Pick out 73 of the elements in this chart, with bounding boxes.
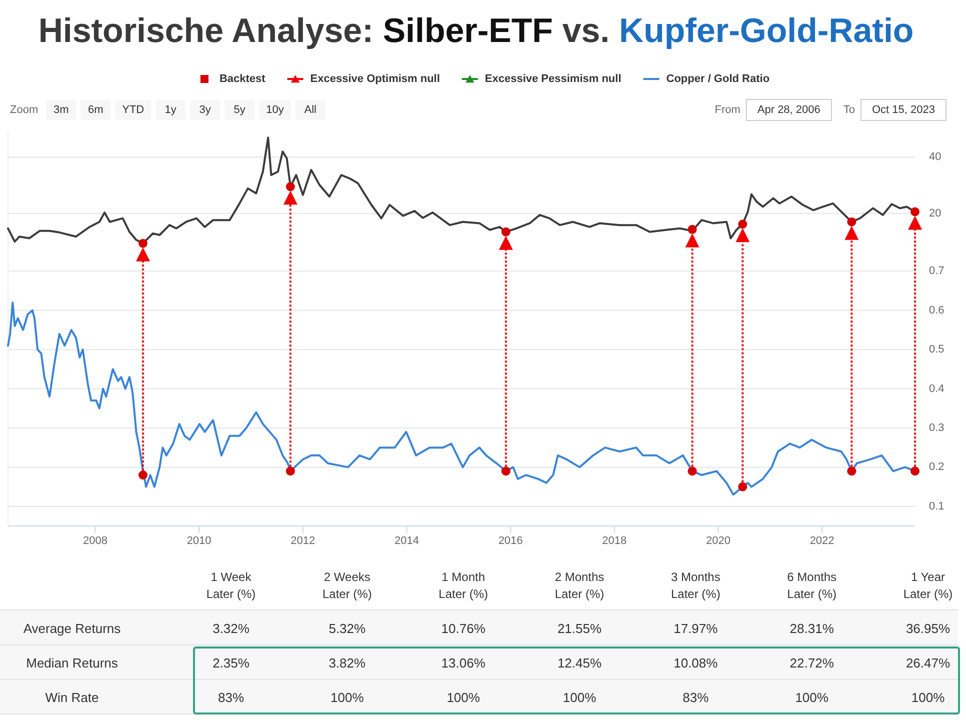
category-label: 5y	[234, 104, 246, 116]
text: Oct 15, 2023	[872, 104, 936, 116]
category-label: 2 Months Later (%)	[554, 570, 604, 601]
text: 2.35%	[212, 655, 250, 670]
text: 100%	[446, 690, 480, 705]
point	[847, 217, 856, 226]
y2-tick-label: 0.7	[929, 265, 944, 278]
x-tick-label: 2014	[394, 535, 419, 547]
legend-label: Excessive Pessimism null	[484, 73, 622, 85]
x-tick-label: 2016	[498, 535, 523, 547]
text: 36.95%	[906, 620, 950, 636]
category-label: Win Rate	[45, 690, 99, 705]
y2-tick-label: 0.2	[929, 461, 944, 474]
text: 26.47%	[906, 655, 950, 670]
text: 13.06%	[441, 655, 486, 670]
x-tick-label: 2018	[602, 535, 627, 547]
x-tick-label: 2012	[290, 535, 316, 547]
legend-label: Backtest	[219, 73, 266, 85]
category-label: 3m	[53, 104, 69, 116]
category-label: 2 Weeks Later (%)	[322, 570, 372, 601]
text: 28.31%	[790, 620, 834, 636]
x-tick-label: 2022	[810, 535, 834, 547]
x-tick-label: 2020	[706, 535, 730, 547]
y2-tick-label: 0.4	[929, 382, 944, 395]
y-tick-label: 40	[929, 151, 942, 164]
category-label: 1 Week Later (%)	[206, 570, 256, 601]
point	[501, 227, 510, 236]
category-label: All	[304, 104, 316, 116]
text: Apr 28, 2006	[757, 104, 820, 116]
category-label: 1 Month Later (%)	[438, 570, 488, 601]
text: 10.08%	[674, 655, 718, 670]
text: 100%	[330, 690, 364, 705]
text: 100%	[562, 690, 596, 705]
point	[138, 238, 148, 248]
category-label: YTD	[122, 104, 144, 116]
legend-label: Excessive Optimism null	[310, 73, 440, 85]
category-label: 10y	[266, 104, 284, 116]
category-label: 3 Months Later (%)	[670, 570, 720, 601]
point	[738, 220, 748, 229]
text: 5.32%	[328, 620, 366, 636]
category-label: 1y	[164, 104, 177, 116]
y2-tick-label: 0.6	[929, 304, 944, 316]
text: 12.45%	[557, 655, 602, 670]
text: 21.55%	[557, 620, 602, 636]
y2-tick-label: 0.3	[929, 422, 944, 434]
legend-label: Copper / Gold Ratio	[666, 73, 770, 85]
text: 100%	[795, 690, 828, 705]
text: 3.32%	[212, 620, 250, 636]
text: 3.82%	[328, 655, 366, 670]
x-tick-label: 2010	[186, 535, 212, 547]
category-label: Median Returns	[26, 655, 118, 670]
category-label: 6m	[88, 104, 104, 116]
point	[286, 182, 295, 192]
text: 83%	[218, 690, 244, 705]
text: 10.76%	[441, 620, 486, 636]
y-tick-label: 20	[929, 207, 942, 220]
text: 100%	[911, 690, 945, 705]
text: 17.97%	[674, 620, 718, 636]
text: 22.72%	[790, 655, 834, 670]
point	[910, 207, 920, 216]
point	[688, 224, 697, 234]
text: To	[843, 104, 856, 116]
category-label: 3y	[199, 104, 212, 116]
y2-tick-label: 0.5	[929, 344, 944, 356]
chart-title: Historische Analyse: Silber-ETF vs. Kupfer-Gold-Ratio	[38, 12, 914, 50]
category-label: 1 Year Later (%)	[903, 570, 953, 601]
text: 83%	[682, 690, 709, 705]
y2-tick-label: 0.1	[929, 500, 944, 512]
x-tick-label: 2008	[82, 535, 108, 547]
text: Zoom	[10, 104, 38, 116]
category-label: 6 Months Later (%)	[787, 570, 837, 601]
category-label: Average Returns	[23, 620, 121, 636]
text: From	[714, 104, 740, 116]
